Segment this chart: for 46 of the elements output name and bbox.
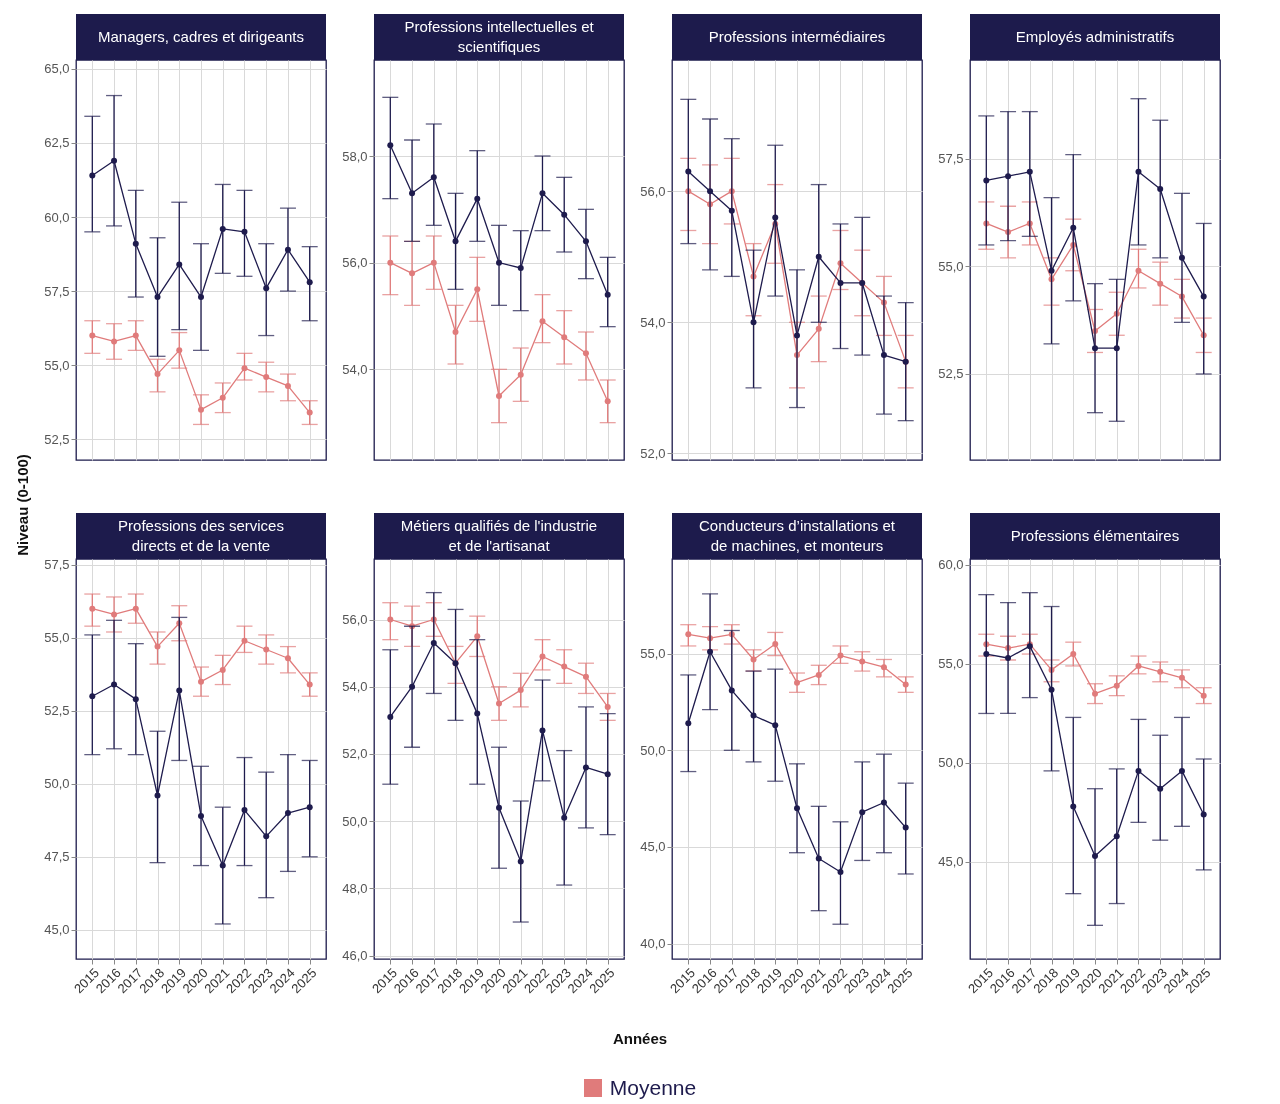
y-tick-label: 48,0 [342,880,368,896]
y-tick-label: 45,0 [640,839,666,855]
y-tick-label: 55,0 [44,630,70,646]
y-tick-label: 57,5 [44,283,70,299]
chart-title: Conducteurs d’installations et de machines, et monteurs [699,517,896,554]
y-tick-label: 50,0 [640,742,666,758]
text: Années [611,1030,669,1047]
chart-title: Professions intellectuelles et scientifiques [404,18,595,55]
y-tick-label: 57,5 [44,557,70,573]
legend-label: Moyenne [609,1076,697,1100]
y-tick-label: 65,0 [44,61,70,77]
y-tick-label: 54,0 [342,679,368,695]
y-tick-label: 60,0 [938,557,964,573]
y-tick-label: 58,0 [342,148,368,164]
y-tick-label: 55,0 [44,357,70,373]
y-tick-label: 47,5 [44,849,70,865]
chart-title: Professions des services directs et de la vente [118,517,284,554]
y-tick-label: 54,0 [342,361,368,377]
y-axis-title: Niveau (0-100) [13,454,31,556]
y-tick-label: 56,0 [640,183,666,199]
y-tick-label: 56,0 [342,612,368,627]
chart-title: Employés administratifs [1015,28,1175,45]
chart-title: Professions intermédiaires [708,28,886,45]
y-tick-label: 50,0 [938,755,964,771]
y-tick-label: 60,0 [44,209,70,225]
y-tick-label: 52,5 [44,703,70,719]
y-tick-label: 45,0 [44,922,70,938]
y-tick-label: 45,0 [938,854,964,870]
chart-title: Professions élémentaires [1010,527,1180,544]
y-tick-label: 55,0 [938,656,964,672]
y-tick-label: 40,0 [640,936,666,952]
y-tick-label: 56,0 [342,255,368,271]
y-tick-label: 52,5 [44,431,70,447]
y-tick-label: 55,0 [640,646,666,662]
y-tick-label: 54,0 [640,314,666,330]
y-tick-label: 50,0 [44,776,70,792]
chart-title: Métiers qualifiés de l'industrie et de l'artisanat [400,517,598,554]
y-tick-label: 46,0 [342,948,368,964]
y-tick-label: 50,0 [342,813,368,829]
y-tick-label: 57,5 [938,151,964,167]
y-tick-label: 52,0 [342,746,368,762]
y-tick-label: 52,5 [938,366,964,382]
y-tick-label: 55,0 [938,258,964,274]
chart-title: Managers, cadres et dirigeants [98,28,304,45]
y-tick-label: 52,0 [640,445,666,461]
y-tick-label: 62,5 [44,135,70,151]
